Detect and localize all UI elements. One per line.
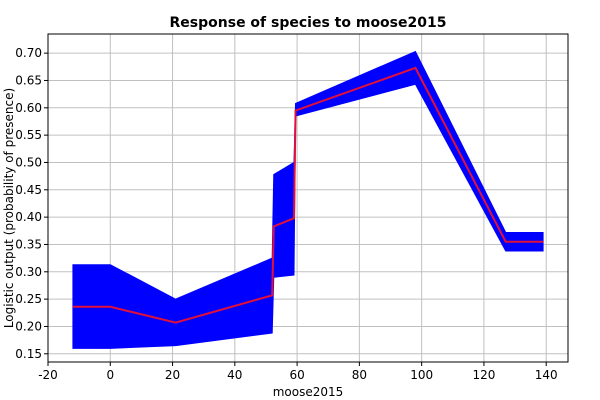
x-tick-label: 100 bbox=[410, 368, 433, 382]
grid bbox=[47, 34, 568, 362]
x-tick-label: 60 bbox=[289, 368, 304, 382]
y-tick-label: 0.35 bbox=[15, 237, 42, 251]
y-tick-label: 0.40 bbox=[15, 210, 42, 224]
x-tick-label: 140 bbox=[535, 368, 558, 382]
chart-title: Response of species to moose2015 bbox=[170, 15, 447, 31]
x-tick-label: -20 bbox=[38, 368, 58, 382]
x-tick-label: 20 bbox=[165, 368, 180, 382]
y-tick-label: 0.55 bbox=[15, 128, 42, 142]
plot-frame bbox=[47, 33, 569, 363]
x-tick-label: 40 bbox=[227, 368, 242, 382]
y-tick-label: 0.20 bbox=[15, 319, 42, 333]
series-line bbox=[72, 66, 544, 324]
y-tick-label: 0.65 bbox=[15, 73, 42, 87]
x-tick-label: 80 bbox=[352, 368, 367, 382]
x-tick-label: 120 bbox=[472, 368, 495, 382]
y-tick-label: 0.70 bbox=[15, 46, 42, 60]
series-lines bbox=[72, 66, 544, 324]
y-tick-label: 0.25 bbox=[15, 292, 42, 306]
axis-ticks: -20 0 20 40 60 80 100 120 140 0.15 0.20 0.25 0.30 0.3… bbox=[15, 46, 557, 382]
y-tick-label: 0.50 bbox=[15, 155, 42, 169]
x-axis-title: moose2015 bbox=[273, 385, 344, 399]
y-tick-label: 0.45 bbox=[15, 183, 42, 197]
y-tick-label: 0.30 bbox=[15, 265, 42, 279]
y-tick-label: 0.60 bbox=[15, 101, 42, 115]
y-tick-label: 0.15 bbox=[15, 347, 42, 361]
y-axis-title: Logistic output (probability of presence… bbox=[2, 88, 16, 328]
x-tick-label: 0 bbox=[106, 368, 114, 382]
